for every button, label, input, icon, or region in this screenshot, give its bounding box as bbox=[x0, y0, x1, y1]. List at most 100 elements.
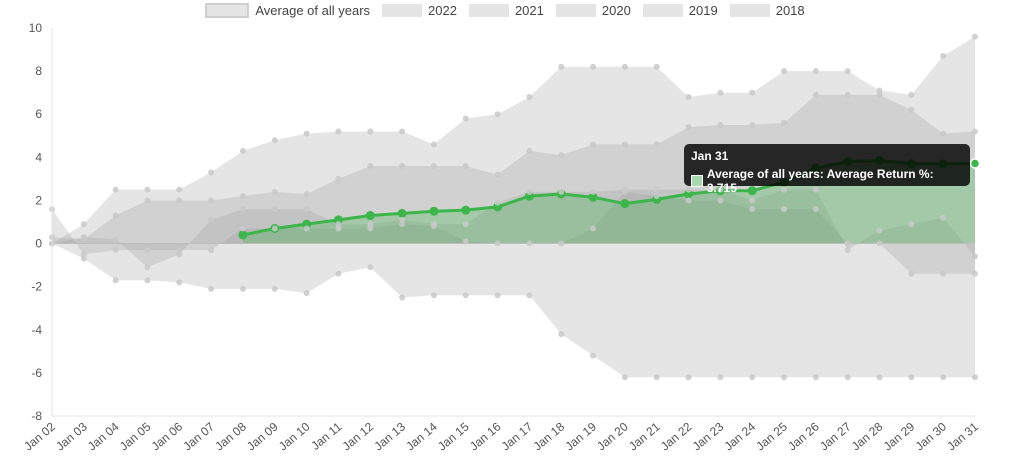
point-2022 bbox=[812, 374, 819, 381]
x-tick-label: Jan 29 bbox=[881, 419, 918, 453]
y-tick-label: 0 bbox=[35, 237, 42, 251]
average-point[interactable] bbox=[969, 158, 981, 169]
point-2020 bbox=[112, 236, 119, 243]
legend-label: 2018 bbox=[775, 3, 805, 18]
point-2018 bbox=[208, 169, 215, 176]
legend-label: 2020 bbox=[601, 3, 631, 18]
average-point[interactable] bbox=[238, 230, 248, 240]
point-2020 bbox=[144, 264, 151, 271]
point-2018 bbox=[940, 53, 947, 60]
average-point[interactable] bbox=[365, 211, 375, 221]
y-tick-label: 10 bbox=[29, 21, 43, 35]
y-tick-label: -6 bbox=[31, 366, 42, 380]
point-2020 bbox=[812, 186, 819, 193]
point-2022 bbox=[462, 292, 469, 299]
point-2019 bbox=[876, 91, 883, 98]
average-point[interactable] bbox=[493, 202, 503, 212]
point-2021 bbox=[112, 247, 119, 254]
average-point[interactable] bbox=[524, 191, 534, 201]
point-2022 bbox=[940, 374, 947, 381]
average-point[interactable] bbox=[620, 199, 630, 209]
x-tick-label: Jan 12 bbox=[340, 419, 377, 453]
point-2021 bbox=[526, 240, 533, 247]
average-point[interactable] bbox=[747, 186, 757, 196]
point-2021 bbox=[781, 206, 788, 213]
point-2019 bbox=[208, 197, 215, 204]
x-tick-label: Jan 30 bbox=[913, 419, 950, 453]
band-2021 bbox=[52, 191, 975, 274]
average-point[interactable] bbox=[397, 208, 407, 218]
point-2020 bbox=[176, 251, 183, 258]
point-2021 bbox=[590, 225, 597, 232]
point-2021 bbox=[144, 247, 151, 254]
point-2020 bbox=[940, 214, 947, 221]
point-2019 bbox=[462, 162, 469, 169]
point-2020 bbox=[526, 188, 533, 195]
x-tick-label: Jan 14 bbox=[403, 419, 440, 453]
point-2018 bbox=[303, 130, 310, 137]
point-2022 bbox=[112, 277, 119, 284]
point-2019 bbox=[112, 212, 119, 219]
x-tick-label: Jan 11 bbox=[308, 419, 344, 453]
y-tick-label: 2 bbox=[35, 193, 42, 207]
legend-item-2018[interactable]: 2018 bbox=[729, 3, 805, 18]
point-2019 bbox=[335, 175, 342, 182]
legend-item-2019[interactable]: 2019 bbox=[642, 3, 718, 18]
point-2019 bbox=[526, 147, 533, 154]
point-2021 bbox=[176, 247, 183, 254]
point-2021 bbox=[940, 270, 947, 277]
legend-swatch bbox=[555, 4, 596, 17]
point-2022 bbox=[558, 331, 565, 338]
point-2022 bbox=[653, 374, 660, 381]
point-2022 bbox=[844, 374, 851, 381]
point-2019 bbox=[399, 162, 406, 169]
point-2019 bbox=[653, 141, 660, 148]
point-2021 bbox=[208, 247, 215, 254]
point-2022 bbox=[494, 292, 501, 299]
point-2018 bbox=[144, 186, 151, 193]
y-tick-label: -8 bbox=[31, 409, 42, 423]
point-2019 bbox=[717, 122, 724, 128]
average-point[interactable] bbox=[461, 205, 471, 215]
legend-item-2022[interactable]: 2022 bbox=[382, 3, 457, 18]
point-2018 bbox=[749, 89, 756, 96]
average-point[interactable] bbox=[684, 189, 694, 199]
point-2020 bbox=[462, 221, 469, 228]
point-2019 bbox=[972, 128, 978, 135]
point-2021 bbox=[494, 240, 501, 247]
point-2020 bbox=[749, 197, 756, 204]
legend-item-2021[interactable]: 2021 bbox=[468, 3, 544, 18]
y-tick-label: 8 bbox=[35, 64, 42, 78]
point-2018 bbox=[908, 91, 915, 98]
point-2022 bbox=[749, 374, 756, 381]
legend: Average of all years 2022 2021 2020 2019… bbox=[0, 3, 1010, 18]
point-2022 bbox=[303, 290, 310, 297]
point-2020 bbox=[399, 216, 406, 223]
point-2020 bbox=[844, 247, 851, 254]
point-2021 bbox=[685, 197, 692, 204]
point-2018 bbox=[781, 68, 788, 75]
point-2018 bbox=[812, 68, 819, 75]
point-2020 bbox=[590, 188, 597, 195]
point-2022 bbox=[781, 374, 788, 381]
point-2019 bbox=[812, 91, 819, 98]
point-2020 bbox=[972, 253, 978, 260]
point-2018 bbox=[590, 63, 597, 70]
average-point[interactable] bbox=[429, 206, 439, 216]
average-point[interactable] bbox=[333, 215, 343, 225]
average-point[interactable] bbox=[302, 219, 312, 229]
point-2019 bbox=[176, 197, 183, 204]
average-point[interactable] bbox=[588, 192, 598, 202]
x-tick-label: Jan 17 bbox=[499, 419, 536, 453]
band-2022 bbox=[52, 243, 975, 378]
point-2021 bbox=[271, 225, 278, 232]
point-2022 bbox=[239, 285, 246, 292]
legend-item-2020[interactable]: 2020 bbox=[555, 3, 631, 18]
legend-item-average[interactable]: Average of all years bbox=[205, 3, 370, 18]
point-2020 bbox=[653, 186, 660, 193]
x-tick-label: Jan 26 bbox=[785, 419, 822, 453]
point-2021 bbox=[399, 221, 406, 228]
point-2020 bbox=[430, 221, 437, 228]
x-tick-label: Jan 09 bbox=[244, 419, 281, 453]
